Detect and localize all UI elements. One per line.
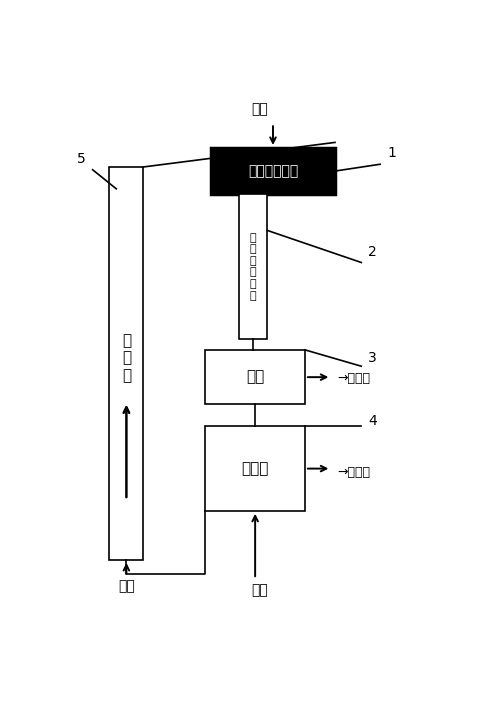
Text: 催化剂入口端: 催化剂入口端	[247, 164, 298, 178]
Text: 再
生
器: 再 生 器	[121, 333, 131, 383]
Bar	[109, 167, 143, 560]
Text: 下
行
床
反
应
器: 下 行 床 反 应 器	[249, 233, 256, 301]
Text: 5: 5	[77, 152, 86, 166]
Text: →产品气: →产品气	[336, 467, 369, 479]
Bar	[205, 350, 304, 404]
Text: →产品气: →产品气	[336, 372, 369, 385]
Text: 2: 2	[367, 245, 376, 259]
Text: 4: 4	[367, 414, 376, 428]
Text: 快分: 快分	[245, 369, 264, 385]
Text: 汽提器: 汽提器	[241, 461, 268, 476]
Text: 原料: 原料	[251, 103, 268, 117]
Bar	[211, 148, 334, 194]
Text: 空气: 空气	[118, 579, 135, 593]
Bar	[205, 426, 304, 511]
Text: 3: 3	[367, 351, 376, 365]
Bar	[239, 194, 267, 339]
Text: 變气: 變气	[251, 583, 268, 597]
Text: 1: 1	[386, 146, 395, 160]
